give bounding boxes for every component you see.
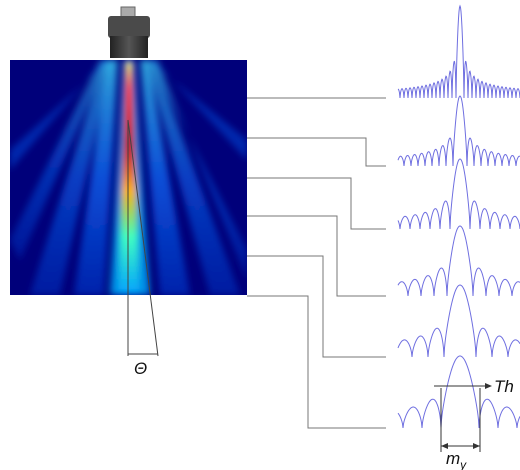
theta-label: Θ [134,359,147,378]
beam-profile [398,285,520,357]
beam-profile [398,6,520,98]
threshold-arrow [485,383,492,389]
width-main: m [446,449,460,468]
width-subscript: y [459,458,467,470]
diagram: Θ Th my [0,0,520,470]
threshold-label: Th [494,377,514,396]
beam-profiles [398,6,520,428]
transducer [108,7,150,58]
width-label: my [446,449,467,470]
width-arrow [473,443,480,449]
page: Θ Th my (() => { const data = JSON.parse… [0,0,520,470]
connectors [247,98,386,428]
beam-profile [398,159,520,229]
beam-profile [398,96,520,166]
